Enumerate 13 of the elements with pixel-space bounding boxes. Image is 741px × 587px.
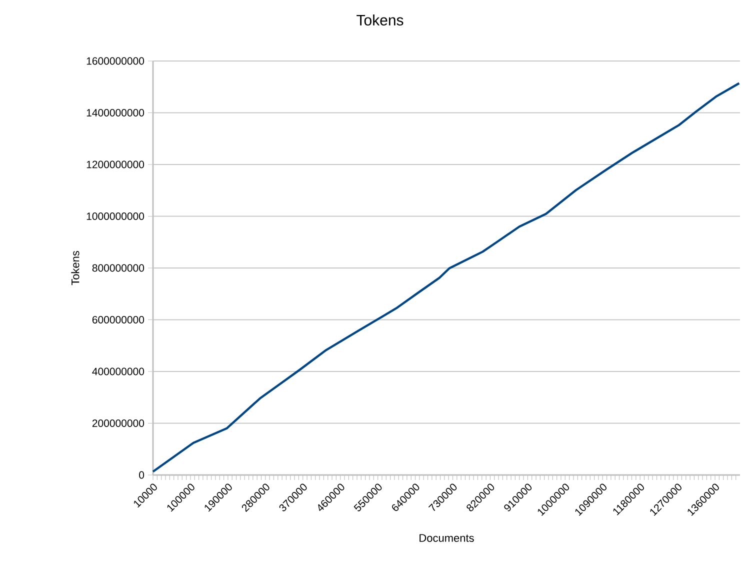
y-tick-label: 400000000 bbox=[92, 368, 144, 376]
y-tick-label: 1200000000 bbox=[86, 160, 144, 168]
y-tick-label: 600000000 bbox=[92, 316, 144, 324]
y-tick-label: 0 bbox=[139, 471, 144, 479]
y-tick-label: 1600000000 bbox=[86, 57, 144, 65]
y-tick-label: 800000000 bbox=[92, 264, 144, 272]
x-axis-title: Documents bbox=[420, 534, 474, 542]
chart-title: Tokens bbox=[356, 14, 404, 26]
y-axis-title: Tokens bbox=[71, 250, 80, 286]
line-series bbox=[152, 82, 740, 473]
y-tick-label: 1000000000 bbox=[86, 212, 144, 220]
y-tick-label: 200000000 bbox=[92, 420, 144, 427]
y-tick-label: 1400000000 bbox=[86, 109, 144, 116]
